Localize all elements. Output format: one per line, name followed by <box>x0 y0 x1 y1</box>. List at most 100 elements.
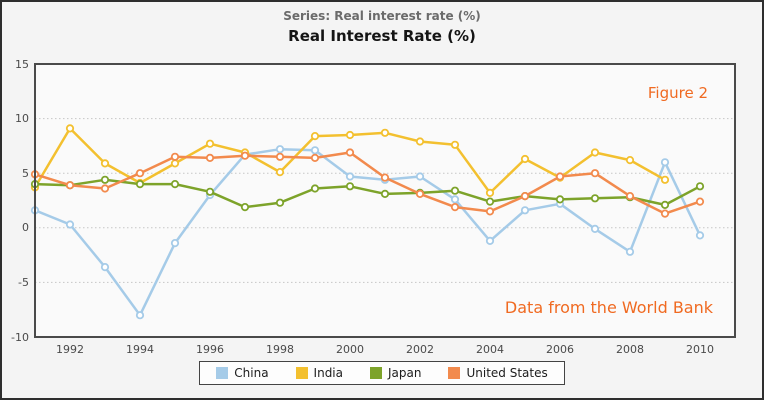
legend-swatch-china <box>216 367 229 379</box>
data-point-india-2000[interactable] <box>345 130 355 140</box>
x-tick-label-2008: 2008 <box>616 343 644 356</box>
data-point-united-states-2009[interactable] <box>660 209 670 218</box>
legend-swatch-india <box>295 367 308 379</box>
y-tick-label-10: 10 <box>15 112 29 126</box>
data-point-china-2004[interactable] <box>485 236 495 245</box>
series-line-united-states <box>33 151 702 215</box>
data-point-japan-2010[interactable] <box>695 182 705 191</box>
legend-label-india: India <box>313 366 343 380</box>
data-point-china-1992[interactable] <box>65 220 75 229</box>
chart-series-subtitle: Series: Real interest rate (%) <box>283 9 481 23</box>
data-point-india-2009[interactable] <box>660 175 670 184</box>
x-tick-label-2002: 2002 <box>406 343 434 356</box>
data-point-japan-1997[interactable] <box>240 203 250 212</box>
legend-label-united-states: United States <box>466 366 548 380</box>
data-point-united-states-2004[interactable] <box>485 207 495 216</box>
x-tick-label-2006: 2006 <box>546 343 574 356</box>
data-point-united-states-1993[interactable] <box>100 184 110 193</box>
data-point-japan-1999[interactable] <box>310 184 320 193</box>
data-point-india-2002[interactable] <box>415 137 425 146</box>
data-point-china-1999[interactable] <box>310 146 320 155</box>
data-point-japan-1994[interactable] <box>135 180 145 189</box>
x-tick-label-1994: 1994 <box>126 343 154 356</box>
data-point-japan-2007[interactable] <box>590 194 600 203</box>
data-point-india-2008[interactable] <box>625 156 635 165</box>
data-point-united-states-2001[interactable] <box>380 173 390 182</box>
data-point-china-2005[interactable] <box>520 206 530 215</box>
data-point-china-2002[interactable] <box>415 172 425 181</box>
data-point-india-1996[interactable] <box>205 139 215 148</box>
data-point-china-2008[interactable] <box>625 247 635 256</box>
data-point-united-states-2002[interactable] <box>415 189 425 198</box>
data-point-united-states-2010[interactable] <box>695 197 705 206</box>
data-point-japan-2006[interactable] <box>555 195 565 204</box>
data-point-china-2000[interactable] <box>345 172 355 181</box>
legend-swatch-united-states <box>448 367 461 379</box>
x-tick-label-1998: 1998 <box>266 343 294 356</box>
data-point-japan-2000[interactable] <box>345 182 355 191</box>
data-point-india-1998[interactable] <box>275 168 285 177</box>
data-point-india-2004[interactable] <box>485 188 495 197</box>
data-point-japan-1996[interactable] <box>205 187 215 196</box>
series-line-japan <box>33 178 702 209</box>
y-tick-label--5: -5 <box>18 275 29 289</box>
data-point-united-states-1992[interactable] <box>65 181 75 190</box>
data-point-united-states-2003[interactable] <box>450 203 460 212</box>
data-point-japan-2001[interactable] <box>380 189 390 198</box>
data-point-china-1995[interactable] <box>170 239 180 248</box>
data-point-united-states-1998[interactable] <box>275 152 285 161</box>
data-point-china-2010[interactable] <box>695 231 705 240</box>
legend-swatch-japan <box>370 367 382 379</box>
data-point-united-states-1995[interactable] <box>170 152 180 161</box>
x-tick-label-1996: 1996 <box>196 343 224 356</box>
data-point-japan-2003[interactable] <box>450 186 460 195</box>
data-point-japan-1995[interactable] <box>170 180 180 189</box>
data-point-united-states-1994[interactable] <box>135 169 145 178</box>
x-tick-label-2000: 2000 <box>336 343 364 356</box>
y-tick-label-5: 5 <box>22 166 29 180</box>
data-point-china-1993[interactable] <box>100 262 110 272</box>
data-point-japan-2004[interactable] <box>485 197 495 206</box>
data-point-united-states-2007[interactable] <box>590 169 600 178</box>
data-point-india-1992[interactable] <box>65 124 75 133</box>
legend-item-india[interactable]: India <box>295 366 343 380</box>
data-point-japan-1998[interactable] <box>275 198 285 207</box>
data-point-india-1995[interactable] <box>170 159 180 168</box>
legend-item-china[interactable]: China <box>216 366 269 380</box>
data-point-india-2001[interactable] <box>380 128 390 137</box>
chart-title: Real Interest Rate (%) <box>288 27 476 45</box>
y-tick-label-15: 15 <box>15 57 29 71</box>
plot-border <box>34 63 736 338</box>
series-line-china <box>33 147 702 317</box>
data-point-india-2003[interactable] <box>450 140 460 149</box>
data-point-united-states-2000[interactable] <box>345 148 355 157</box>
data-point-japan-1993[interactable] <box>100 175 110 184</box>
y-tick-label-0: 0 <box>22 221 29 235</box>
x-tick-label-1992: 1992 <box>56 343 84 356</box>
data-point-china-2003[interactable] <box>450 195 460 204</box>
data-point-india-2005[interactable] <box>520 154 530 164</box>
legend-item-united-states[interactable]: United States <box>448 366 548 380</box>
legend: China India Japan United States <box>199 361 565 385</box>
data-point-united-states-2006[interactable] <box>555 172 565 181</box>
legend-container: China India Japan United States <box>0 361 764 385</box>
data-point-united-states-1999[interactable] <box>310 153 320 162</box>
data-point-japan-2009[interactable] <box>660 200 670 209</box>
x-tick-label-2004: 2004 <box>476 343 504 356</box>
data-source-annotation: Data from the World Bank <box>504 298 713 317</box>
data-point-united-states-1996[interactable] <box>205 153 215 162</box>
data-point-china-2009[interactable] <box>660 158 670 167</box>
data-point-china-2007[interactable] <box>590 224 600 233</box>
data-point-united-states-1997[interactable] <box>240 151 250 160</box>
legend-item-japan[interactable]: Japan <box>370 366 421 380</box>
x-tick-label-2010: 2010 <box>686 343 714 356</box>
data-point-india-2007[interactable] <box>590 148 600 157</box>
data-point-united-states-2005[interactable] <box>520 192 530 201</box>
data-point-united-states-2008[interactable] <box>625 192 635 201</box>
data-point-china-1998[interactable] <box>275 145 285 154</box>
data-point-india-1993[interactable] <box>100 159 110 168</box>
data-point-china-1994[interactable] <box>135 311 145 320</box>
data-point-india-1999[interactable] <box>310 132 320 141</box>
legend-label-china: China <box>234 366 269 380</box>
